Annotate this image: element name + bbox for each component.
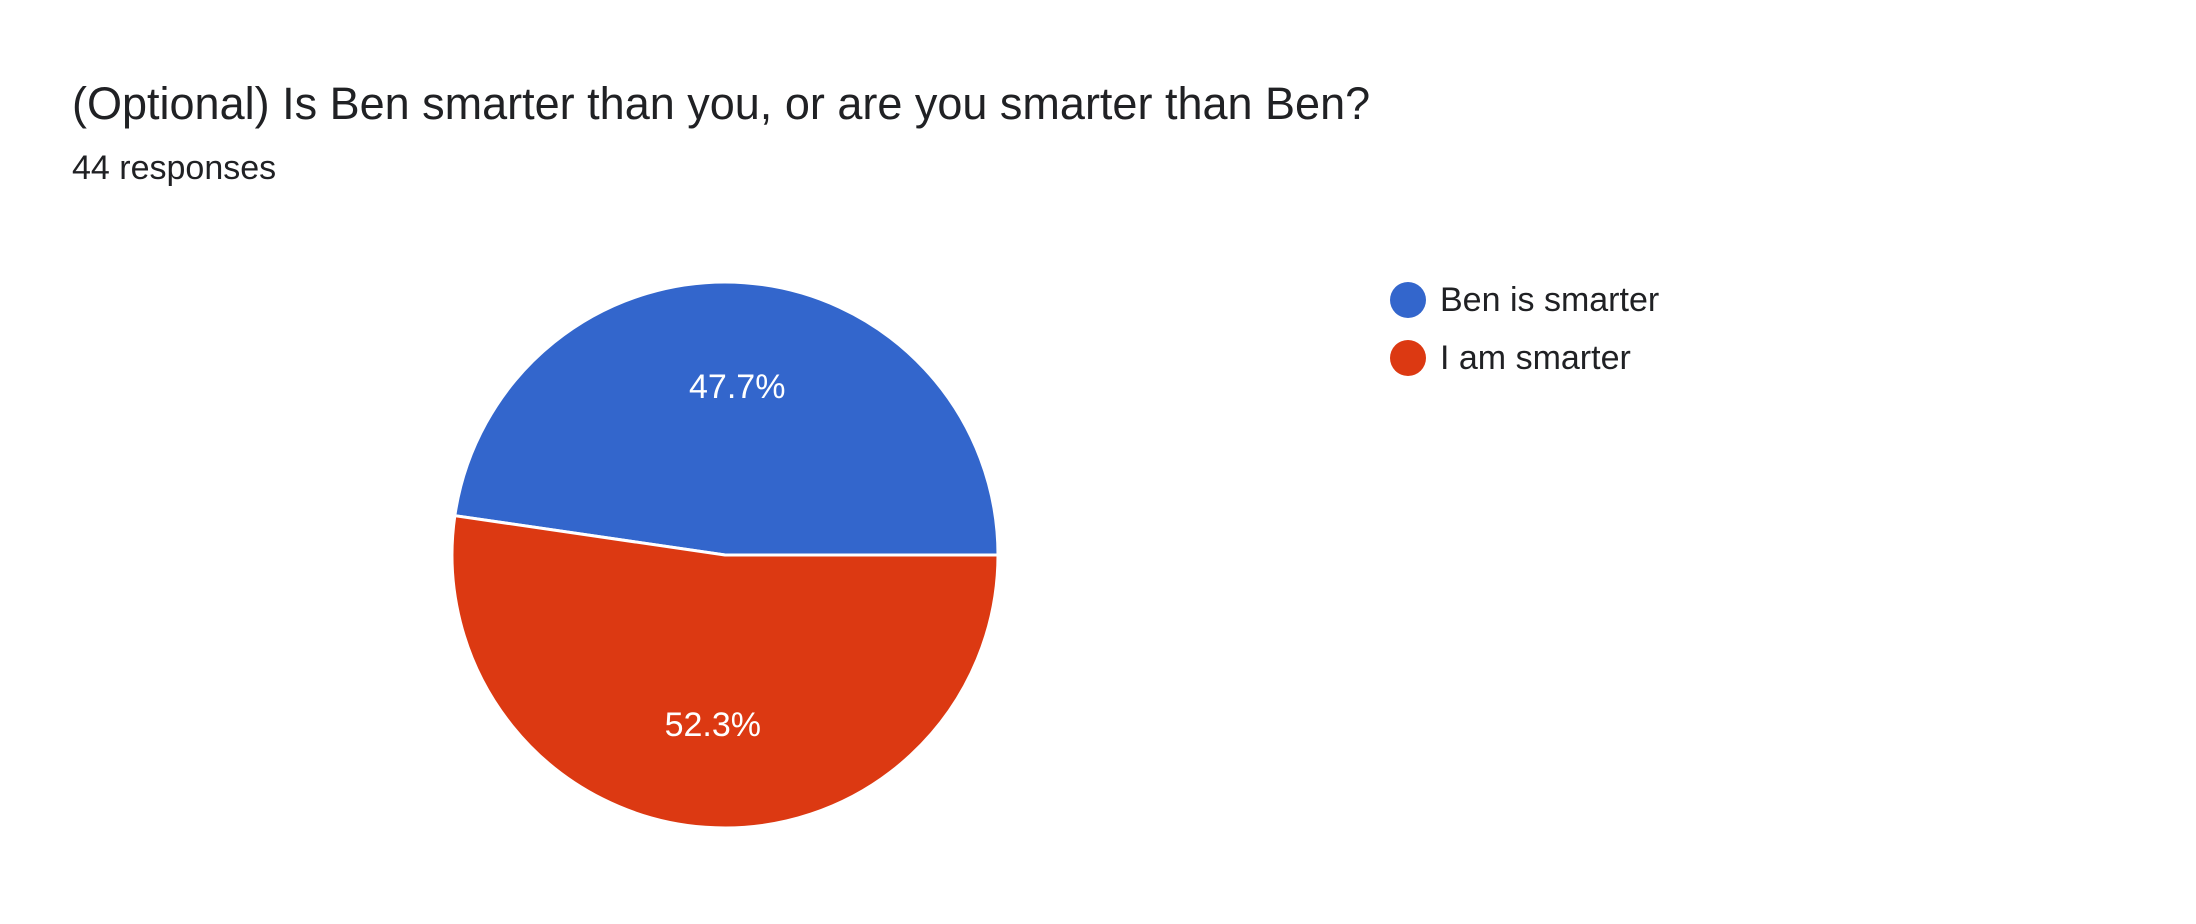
slice-percent-label: 52.3% <box>665 706 761 744</box>
response-count: 44 responses <box>72 149 277 187</box>
legend-swatch-icon <box>1390 340 1426 376</box>
legend-label: I am smarter <box>1440 339 1631 377</box>
legend-item[interactable]: I am smarter <box>1390 336 1659 380</box>
legend-label: Ben is smarter <box>1440 281 1660 319</box>
legend-item[interactable]: Ben is smarter <box>1390 278 1659 322</box>
chart-legend: Ben is smarter I am smarter <box>1390 278 1659 394</box>
slice-percent-label: 47.7% <box>689 368 785 406</box>
legend-swatch-icon <box>1390 282 1426 318</box>
chart-title: (Optional) Is Ben smarter than you, or a… <box>72 78 1371 129</box>
pie-slice-1[interactable] <box>453 280 1000 557</box>
pie-slice-2[interactable] <box>450 513 1000 830</box>
